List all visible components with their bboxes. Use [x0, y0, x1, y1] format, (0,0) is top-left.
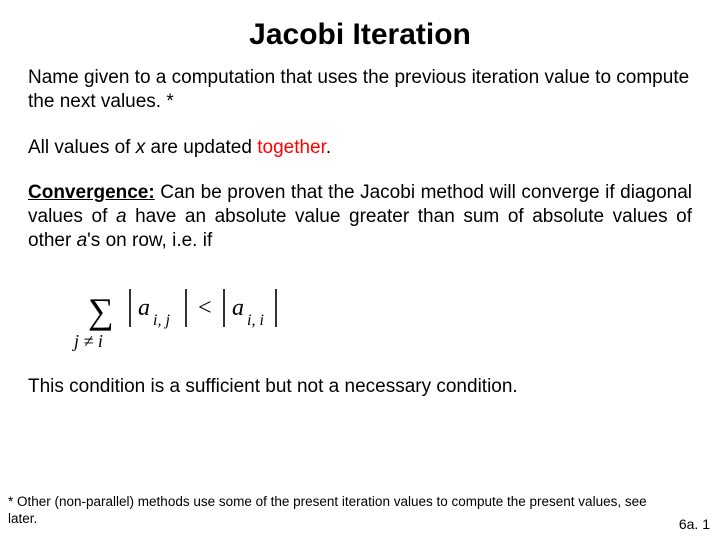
convergence-label: Convergence:	[28, 182, 155, 203]
p3-var-a1: a	[116, 206, 127, 227]
formula-svg: ∑ j ≠ i a i, j < a i, i	[68, 275, 328, 355]
footnote-text: * Other (non-parallel) methods use some …	[8, 494, 648, 528]
slide-title: Jacobi Iteration	[28, 18, 692, 52]
p2-text-c: .	[326, 137, 331, 158]
p3-body3: 's on row, i.e. if	[87, 230, 212, 251]
paragraph-together: All values of x are updated together.	[28, 136, 692, 160]
p2-var-x: x	[136, 137, 146, 158]
rhs-a: a	[232, 295, 244, 321]
sigma-glyph: ∑	[88, 291, 114, 331]
p2-together: together	[257, 137, 326, 158]
sigma-sub: j ≠ i	[72, 331, 103, 351]
rhs-sub: i, i	[247, 312, 264, 329]
p3-var-a2: a	[77, 230, 88, 251]
paragraph-sufficient: This condition is a sufficient but not a…	[28, 375, 692, 399]
paragraph-convergence: Convergence: Can be proven that the Jaco…	[28, 181, 692, 252]
formula-block: ∑ j ≠ i a i, j < a i, i	[68, 275, 692, 355]
paragraph-intro: Name given to a computation that uses th…	[28, 66, 692, 114]
page-number: 6a. 1	[679, 516, 710, 532]
lt-sign: <	[198, 295, 212, 321]
p2-text-a: All values of	[28, 137, 136, 158]
p2-text-b: are updated	[145, 137, 257, 158]
lhs-a: a	[138, 295, 150, 321]
lhs-sub: i, j	[153, 312, 170, 329]
